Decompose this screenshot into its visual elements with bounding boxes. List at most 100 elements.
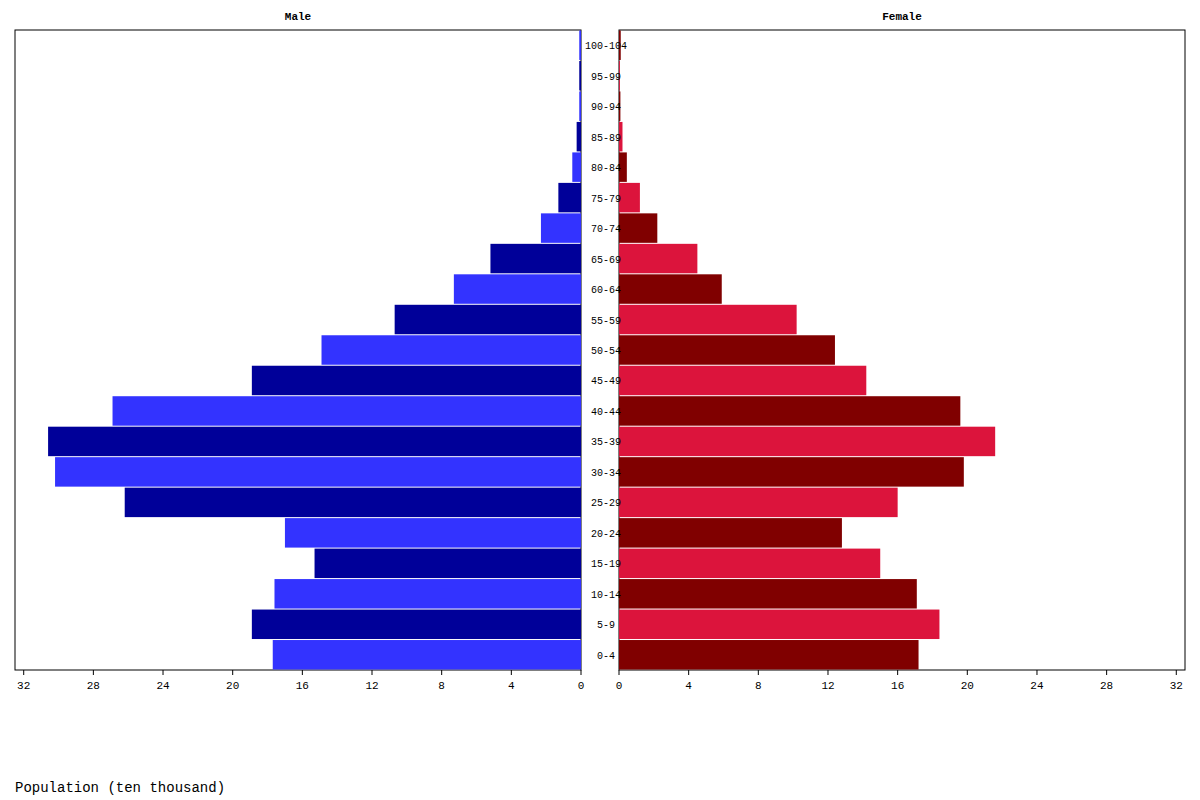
tick-mark [581, 670, 582, 675]
category-label: 100-104 [585, 41, 627, 52]
tick-label: 4 [685, 680, 692, 692]
bar [252, 610, 581, 639]
category-label: 20-24 [591, 529, 621, 540]
tick-mark [23, 670, 24, 675]
tick-mark [441, 670, 442, 675]
bar [619, 457, 964, 486]
tick-mark [619, 670, 620, 675]
bar [619, 579, 917, 608]
bar [619, 213, 657, 242]
bar [395, 305, 581, 334]
category-label: 70-74 [591, 224, 621, 235]
tick-label: 16 [296, 680, 309, 692]
tick-label: 20 [961, 680, 974, 692]
tick-label: 0 [616, 680, 623, 692]
bar [252, 366, 581, 395]
bar [619, 305, 797, 334]
bars [619, 31, 995, 670]
bar [619, 610, 939, 639]
tick-mark [688, 670, 689, 675]
tick-label: 24 [156, 680, 170, 692]
tick-label: 0 [578, 680, 585, 692]
tick-label: 16 [891, 680, 904, 692]
bar [315, 549, 581, 578]
bar [454, 274, 581, 303]
bar [577, 122, 581, 151]
bar [619, 640, 919, 669]
bar [322, 335, 581, 364]
tick-mark [302, 670, 303, 675]
bar [48, 427, 581, 456]
tick-label: 28 [1100, 680, 1113, 692]
category-label: 90-94 [591, 102, 621, 113]
category-label: 35-39 [591, 437, 621, 448]
bar [113, 396, 581, 425]
bar [541, 213, 581, 242]
tick-mark [827, 670, 828, 675]
tick-mark [1106, 670, 1107, 675]
bars [48, 31, 581, 670]
bar [572, 152, 581, 181]
category-label: 75-79 [591, 194, 621, 205]
bar [274, 579, 581, 608]
category-label: 95-99 [591, 72, 621, 83]
tick-label: 12 [365, 680, 378, 692]
bar [285, 518, 581, 547]
tick-label: 32 [17, 680, 30, 692]
bar [490, 244, 581, 273]
tick-label: 8 [755, 680, 762, 692]
axis-label: Population (ten thousand) [15, 780, 225, 796]
bar [619, 244, 697, 273]
category-label: 50-54 [591, 346, 621, 357]
tick-label: 32 [1170, 680, 1183, 692]
bar [273, 640, 581, 669]
bar [619, 518, 842, 547]
bar [619, 183, 640, 212]
bar [125, 488, 581, 517]
category-label: 10-14 [591, 590, 621, 601]
tick-label: 8 [438, 680, 445, 692]
bar [619, 488, 898, 517]
bar [558, 183, 581, 212]
bar [55, 457, 581, 486]
tick-mark [511, 670, 512, 675]
bar [579, 61, 581, 90]
tick-mark [232, 670, 233, 675]
category-label: 55-59 [591, 316, 621, 327]
category-label: 15-19 [591, 559, 621, 570]
category-label: 30-34 [591, 468, 621, 479]
tick-mark [967, 670, 968, 675]
category-label: 0-4 [597, 651, 615, 662]
category-label: 25-29 [591, 498, 621, 509]
category-label: 65-69 [591, 255, 621, 266]
tick-label: 28 [87, 680, 100, 692]
category-label: 80-84 [591, 163, 621, 174]
tick-label: 12 [821, 680, 834, 692]
bar [619, 274, 722, 303]
bar [619, 549, 880, 578]
bar [619, 396, 960, 425]
tick-label: 24 [1030, 680, 1044, 692]
tick-mark [1036, 670, 1037, 675]
tick-mark [372, 670, 373, 675]
category-label: 5-9 [597, 620, 615, 631]
bar [579, 31, 581, 60]
chart: Male 0 4 8 12 16 20 24 28 32 Female 0 4 8 12 16 20 24 28 32… [0, 0, 1200, 800]
tick-mark [758, 670, 759, 675]
tick-label: 4 [508, 680, 515, 692]
panel-title: Male [285, 11, 312, 23]
bar [579, 91, 581, 120]
tick-mark [93, 670, 94, 675]
bar [619, 335, 835, 364]
bar [619, 366, 866, 395]
category-label: 85-89 [591, 133, 621, 144]
tick-mark [1176, 670, 1177, 675]
plot-frame [619, 30, 1185, 670]
plot-frame [15, 30, 581, 670]
tick-mark [897, 670, 898, 675]
panel-title: Female [882, 11, 922, 23]
tick-mark [163, 670, 164, 675]
category-label: 40-44 [591, 407, 621, 418]
tick-label: 20 [226, 680, 239, 692]
category-label: 45-49 [591, 376, 621, 387]
